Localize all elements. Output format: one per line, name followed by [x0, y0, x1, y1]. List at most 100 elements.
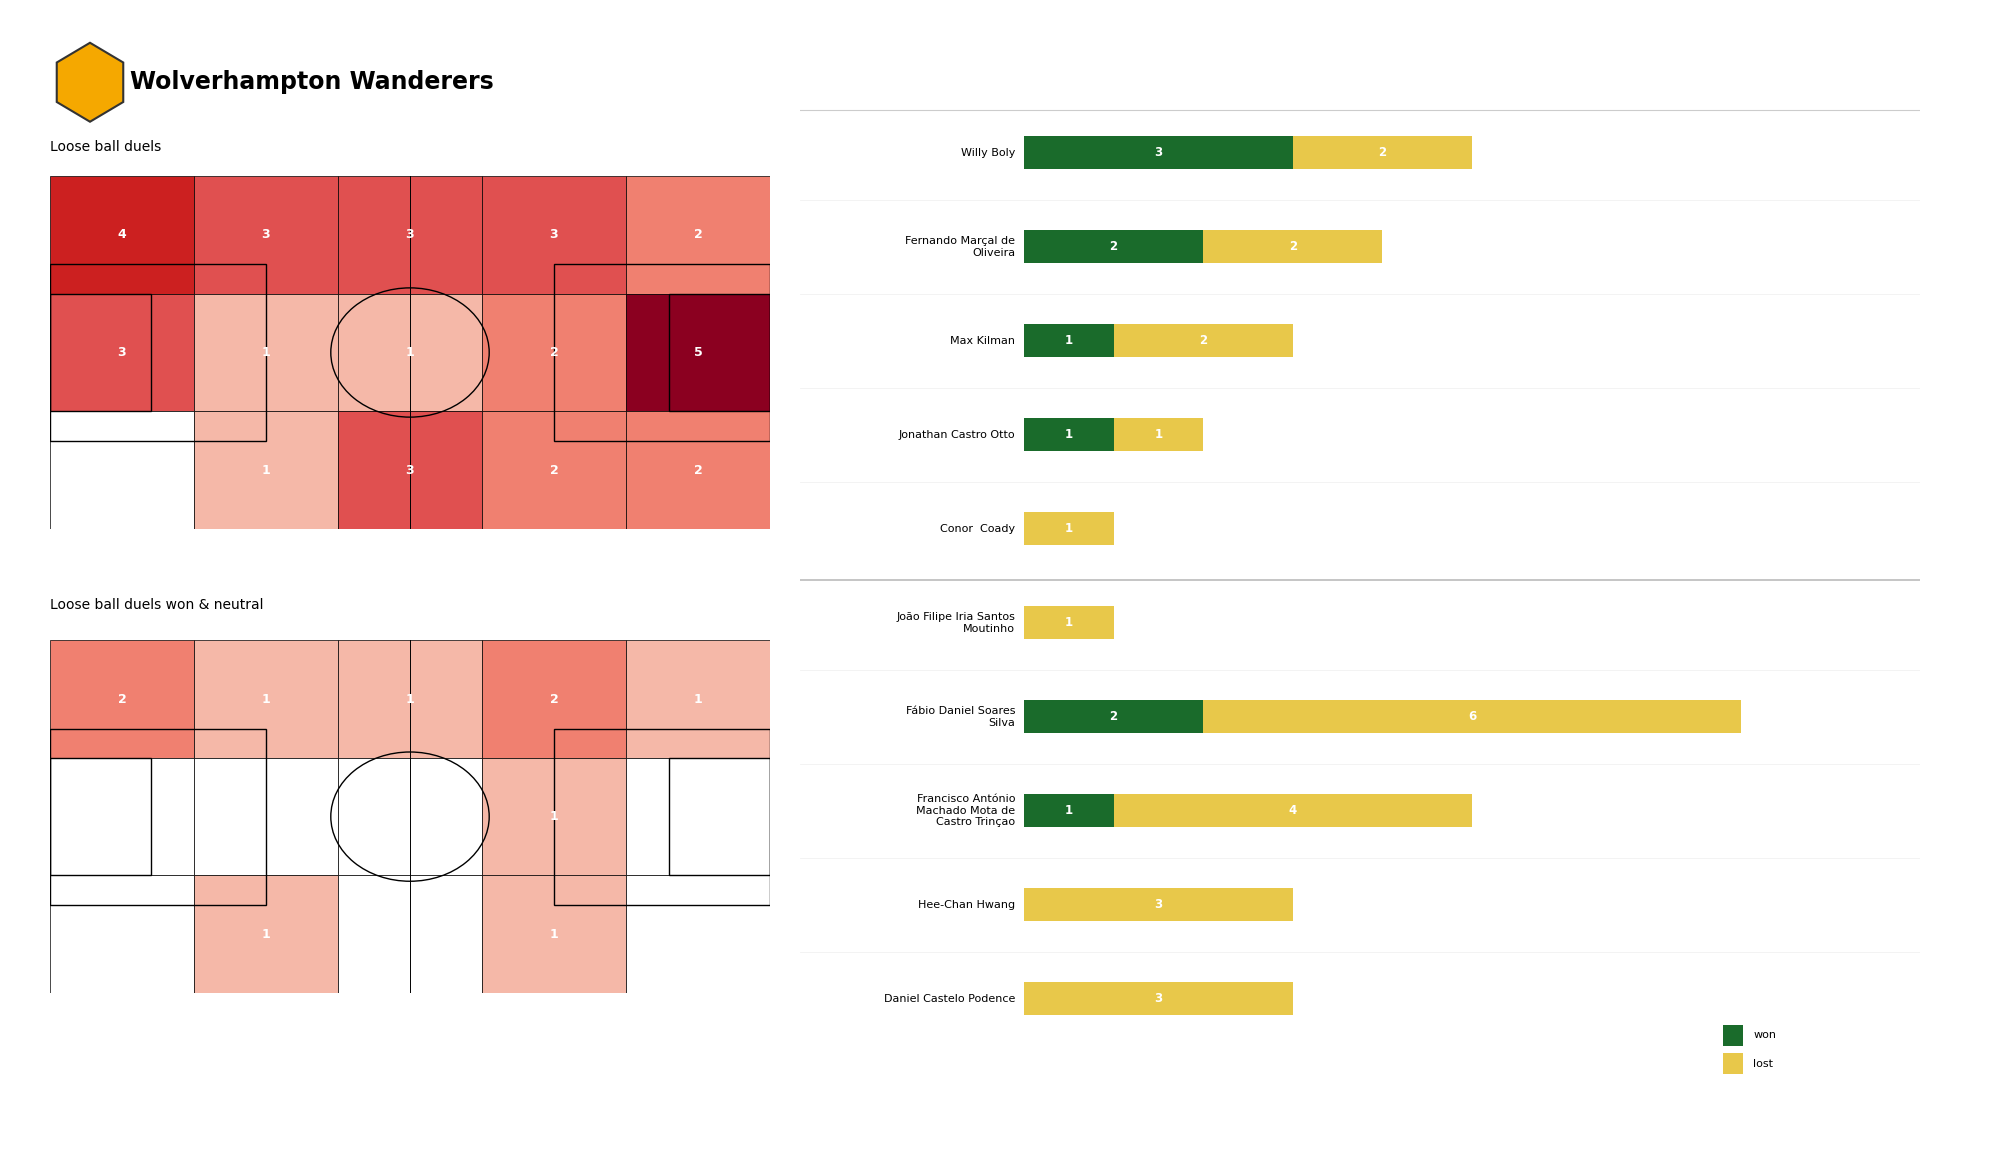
- Text: Daniel Castelo Podence: Daniel Castelo Podence: [884, 994, 1016, 1003]
- Text: 1: 1: [550, 810, 558, 824]
- Bar: [1024, 418, 1114, 451]
- Bar: [338, 411, 482, 529]
- Bar: [482, 875, 626, 993]
- Bar: [554, 728, 770, 905]
- Text: 2: 2: [550, 692, 558, 706]
- Text: 3: 3: [406, 463, 414, 477]
- Text: 3: 3: [262, 228, 270, 242]
- Text: 1: 1: [550, 927, 558, 941]
- Bar: [1114, 418, 1204, 451]
- Bar: [194, 640, 338, 758]
- Bar: [50, 758, 194, 875]
- Text: Conor  Coady: Conor Coady: [940, 524, 1016, 533]
- Text: Wolverhampton Wanderers: Wolverhampton Wanderers: [130, 70, 494, 94]
- Text: 2: 2: [1110, 240, 1118, 254]
- Bar: [482, 411, 626, 529]
- Bar: [626, 640, 770, 758]
- Bar: [1024, 982, 1292, 1015]
- Bar: [1292, 136, 1472, 169]
- Bar: [50, 728, 266, 905]
- Bar: [1722, 1053, 1742, 1074]
- Bar: [482, 294, 626, 411]
- Bar: [1722, 1025, 1742, 1046]
- Text: 6: 6: [1468, 710, 1476, 724]
- Text: 3: 3: [1154, 992, 1162, 1006]
- Text: 4: 4: [1288, 804, 1296, 818]
- Text: João Filipe Iria Santos
Moutinho: João Filipe Iria Santos Moutinho: [896, 612, 1016, 633]
- Text: 2: 2: [550, 345, 558, 360]
- Bar: [670, 294, 770, 411]
- Bar: [626, 294, 770, 411]
- Bar: [194, 294, 338, 411]
- Bar: [482, 176, 626, 294]
- Bar: [1024, 700, 1204, 733]
- Text: 2: 2: [694, 228, 702, 242]
- Text: 2: 2: [118, 692, 126, 706]
- Text: Francisco António
Machado Mota de
Castro Trinçao: Francisco António Machado Mota de Castro…: [916, 794, 1016, 827]
- Text: 1: 1: [1064, 616, 1072, 630]
- Text: 1: 1: [262, 692, 270, 706]
- Text: 2: 2: [694, 463, 702, 477]
- Bar: [626, 411, 770, 529]
- Bar: [194, 875, 338, 993]
- Text: 1: 1: [406, 692, 414, 706]
- Text: 3: 3: [1154, 146, 1162, 160]
- Bar: [338, 875, 482, 993]
- Bar: [1024, 888, 1292, 921]
- Bar: [338, 176, 482, 294]
- Text: 2: 2: [1200, 334, 1208, 348]
- Text: 2: 2: [1378, 146, 1386, 160]
- Bar: [626, 875, 770, 993]
- Bar: [50, 875, 194, 993]
- Bar: [50, 758, 150, 875]
- Bar: [50, 176, 194, 294]
- Text: Fábio Daniel Soares
Silva: Fábio Daniel Soares Silva: [906, 706, 1016, 727]
- Text: Max Kilman: Max Kilman: [950, 336, 1016, 345]
- Bar: [194, 411, 338, 529]
- Text: 3: 3: [406, 228, 414, 242]
- Text: 1: 1: [1154, 428, 1162, 442]
- Bar: [50, 640, 194, 758]
- Text: 3: 3: [118, 345, 126, 360]
- Bar: [50, 294, 150, 411]
- Bar: [1024, 606, 1114, 639]
- Bar: [1114, 794, 1472, 827]
- Text: Loose ball duels: Loose ball duels: [50, 140, 162, 154]
- Bar: [626, 176, 770, 294]
- Text: 2: 2: [550, 463, 558, 477]
- Bar: [50, 264, 266, 441]
- Text: 1: 1: [262, 927, 270, 941]
- Bar: [670, 758, 770, 875]
- Text: 1: 1: [1064, 428, 1072, 442]
- Text: 5: 5: [694, 345, 702, 360]
- Text: 3: 3: [550, 228, 558, 242]
- Text: 1: 1: [694, 692, 702, 706]
- Bar: [1024, 512, 1114, 545]
- Bar: [482, 758, 626, 875]
- Text: 2: 2: [1288, 240, 1296, 254]
- Text: lost: lost: [1754, 1059, 1774, 1068]
- Bar: [338, 640, 482, 758]
- Text: won: won: [1754, 1030, 1776, 1040]
- Bar: [554, 264, 770, 441]
- Bar: [1204, 230, 1382, 263]
- Bar: [50, 294, 194, 411]
- Bar: [338, 758, 482, 875]
- Text: Willy Boly: Willy Boly: [960, 148, 1016, 157]
- Text: 1: 1: [1064, 804, 1072, 818]
- Text: Jonathan Castro Otto: Jonathan Castro Otto: [898, 430, 1016, 439]
- Text: 3: 3: [1154, 898, 1162, 912]
- Text: 1: 1: [1064, 334, 1072, 348]
- Bar: [50, 411, 194, 529]
- Bar: [626, 758, 770, 875]
- Text: 1: 1: [1064, 522, 1072, 536]
- Bar: [1024, 230, 1204, 263]
- Text: Loose ball duels won & neutral: Loose ball duels won & neutral: [50, 598, 264, 612]
- Text: 1: 1: [262, 463, 270, 477]
- Bar: [1024, 794, 1114, 827]
- Bar: [194, 758, 338, 875]
- Bar: [1114, 324, 1292, 357]
- Bar: [194, 176, 338, 294]
- Bar: [482, 640, 626, 758]
- Text: Hee-Chan Hwang: Hee-Chan Hwang: [918, 900, 1016, 909]
